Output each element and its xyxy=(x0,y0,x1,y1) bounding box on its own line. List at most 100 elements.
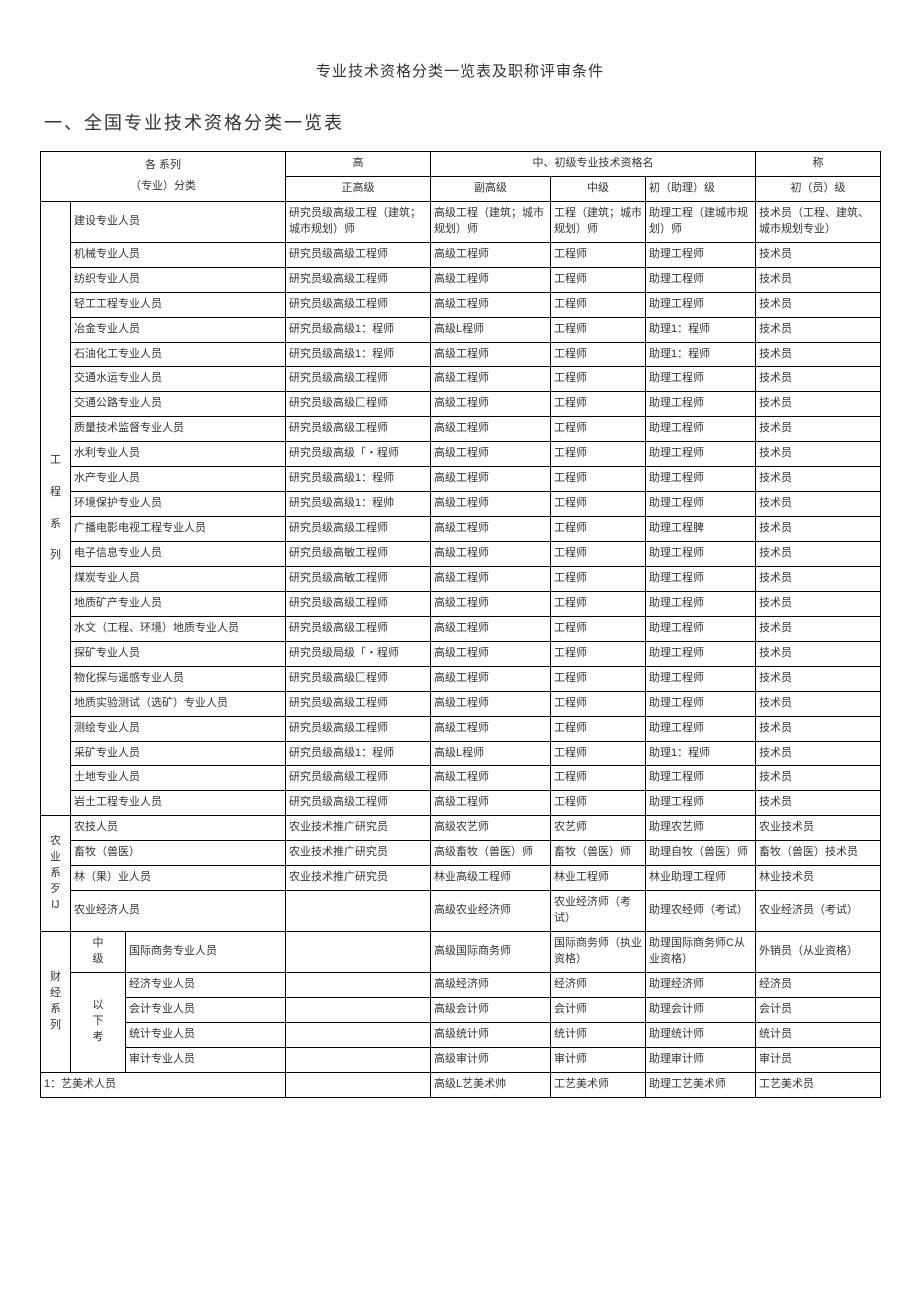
specialty-label: （专业）分类 xyxy=(44,179,282,195)
table-cell: 助理工程师 xyxy=(646,691,756,716)
table-row: 1：艺美术人员高级L艺美术帅工艺美术师助理工艺美术师工艺美术员 xyxy=(41,1072,881,1097)
table-cell: 工程师 xyxy=(551,791,646,816)
table-cell: 技术员 xyxy=(756,791,881,816)
specialty-cell: 林（果）业人员 xyxy=(71,866,286,891)
specialty-cell: 探矿专业人员 xyxy=(71,641,286,666)
table-cell: 高级工程师 xyxy=(431,442,551,467)
table-cell: 工程师 xyxy=(551,766,646,791)
table-cell: 高级工程师 xyxy=(431,666,551,691)
table-row: 物化探与遥感专业人员研究员级高级匚程师高级工程师工程师助理工程师技术员 xyxy=(41,666,881,691)
table-cell: 高级农业经济师 xyxy=(431,891,551,932)
table-header-row-1: 各 系列 （专业）分类 高 中、初级专业技术资格名 称 xyxy=(41,152,881,177)
specialty-cell: 环境保护专业人员 xyxy=(71,492,286,517)
table-cell: 高级审计师 xyxy=(431,1047,551,1072)
table-cell: 助理工程师 xyxy=(646,267,756,292)
table-cell: 工艺美术员 xyxy=(756,1072,881,1097)
table-row: 石油化工专业人员研究员级高级1：程师高级工程师工程师助理1：程师技术员 xyxy=(41,342,881,367)
category-cell-engineering: 工 程 系 列 xyxy=(41,201,71,815)
table-cell: 农业经济员（考试） xyxy=(756,891,881,932)
table-cell: 工程师 xyxy=(551,492,646,517)
table-row: 土地专业人员研究员级高级工程师高级工程师工程师助理工程师技术员 xyxy=(41,766,881,791)
table-cell: 高级工程师 xyxy=(431,641,551,666)
table-cell: 工程师 xyxy=(551,417,646,442)
table-cell: 助理工程师 xyxy=(646,442,756,467)
table-cell: 助理1：程师 xyxy=(646,741,756,766)
col-chuzhuli: 初（助理）级 xyxy=(646,176,756,201)
table-cell: 助理工程师 xyxy=(646,591,756,616)
table-cell: 林业助理工程师 xyxy=(646,866,756,891)
table-row: 测绘专业人员研究员级高级工程师高级工程师工程师助理工程师技术员 xyxy=(41,716,881,741)
table-row: 交通水运专业人员研究员级高级工程师高级工程师工程师助理工程师技术员 xyxy=(41,367,881,392)
table-cell: 工程师 xyxy=(551,342,646,367)
table-cell: 工程师 xyxy=(551,267,646,292)
table-cell: 畜牧（兽医）师 xyxy=(551,841,646,866)
header-group-suffix: 称 xyxy=(756,152,881,177)
table-row: 农 业 系 歹 lJ农技人员农业技术推广研究员高级农艺师农艺师助理农艺师农业技术… xyxy=(41,816,881,841)
table-cell: 高级工程师 xyxy=(431,292,551,317)
table-cell: 技术员（工程、建筑、城市规划专业） xyxy=(756,201,881,242)
specialty-cell: 畜牧（兽医） xyxy=(71,841,286,866)
category-cell-finance: 财 经 系 列 xyxy=(41,932,71,1073)
table-cell: 高级工程师 xyxy=(431,342,551,367)
table-cell: 技术员 xyxy=(756,666,881,691)
table-cell: 技术员 xyxy=(756,566,881,591)
header-series: 各 系列 （专业）分类 xyxy=(41,152,286,202)
table-cell: 工程师 xyxy=(551,716,646,741)
specialty-cell: 地质实验测试（选矿）专业人员 xyxy=(71,691,286,716)
table-cell: 技术员 xyxy=(756,342,881,367)
table-cell: 工程师 xyxy=(551,292,646,317)
table-cell: 助理工程师 xyxy=(646,666,756,691)
specialty-cell: 地质矿产专业人员 xyxy=(71,591,286,616)
specialty-cell: 经济专业人员 xyxy=(126,972,286,997)
table-cell: 研究员级高级工程师 xyxy=(286,591,431,616)
table-cell: 研究员级高级工程师 xyxy=(286,766,431,791)
table-cell: 工程师 xyxy=(551,616,646,641)
specialty-cell: 水利专业人员 xyxy=(71,442,286,467)
table-cell: 技术员 xyxy=(756,367,881,392)
table-cell: 助理工程脾 xyxy=(646,517,756,542)
table-cell: 技术员 xyxy=(756,766,881,791)
specialty-cell: 农业经济人员 xyxy=(71,891,286,932)
table-cell xyxy=(286,1022,431,1047)
table-cell: 研究员级高敏工程师 xyxy=(286,566,431,591)
table-cell: 技术员 xyxy=(756,716,881,741)
table-cell: 高级工程师 xyxy=(431,367,551,392)
table-cell: 助理农艺师 xyxy=(646,816,756,841)
table-cell: 会计员 xyxy=(756,997,881,1022)
table-cell: 研究员级高级匚程师 xyxy=(286,666,431,691)
table-cell: 工程师 xyxy=(551,691,646,716)
table-cell: 高级会计师 xyxy=(431,997,551,1022)
table-row: 纺织专业人员研究员级高级工程师高级工程师工程师助理工程师技术员 xyxy=(41,267,881,292)
table-cell: 研究员级高级工程师 xyxy=(286,517,431,542)
table-cell: 高级农艺师 xyxy=(431,816,551,841)
table-row: 环境保护专业人员研究员级高级1：程帅高级工程师工程师助理工程师技术员 xyxy=(41,492,881,517)
table-row: 工 程 系 列建设专业人员研究员级高级工程（建筑；城市规划）师高级工程（建筑；城… xyxy=(41,201,881,242)
table-row: 岩土工程专业人员研究员级高级工程师高级工程师工程师助理工程师技术员 xyxy=(41,791,881,816)
table-cell: 高级L艺美术帅 xyxy=(431,1072,551,1097)
specialty-cell: 轻工工程专业人员 xyxy=(71,292,286,317)
table-row: 冶金专业人员研究员级高级1：程师高级L程师工程师助理1：程师技术员 xyxy=(41,317,881,342)
table-cell: 高级工程师 xyxy=(431,267,551,292)
table-cell: 助理工程师 xyxy=(646,367,756,392)
table-cell: 高级工程师 xyxy=(431,691,551,716)
table-cell: 高级工程师 xyxy=(431,791,551,816)
table-cell: 技术员 xyxy=(756,542,881,567)
category-cell-agriculture: 农 业 系 歹 lJ xyxy=(41,816,71,932)
table-cell: 林业高级工程师 xyxy=(431,866,551,891)
specialty-cell: 岩土工程专业人员 xyxy=(71,791,286,816)
table-cell: 高级工程师 xyxy=(431,542,551,567)
table-row: 农业经济人员高级农业经济师农业经济师（考试）助理农经师（考试）农业经济员（考试） xyxy=(41,891,881,932)
table-cell: 高级工程师 xyxy=(431,492,551,517)
table-cell: 研究员级高敏工程师 xyxy=(286,542,431,567)
table-row: 畜牧（兽医）农业技术推广研究员高级畜牧（兽医）师畜牧（兽医）师助理自牧（兽医）师… xyxy=(41,841,881,866)
specialty-cell: 统计专业人员 xyxy=(126,1022,286,1047)
specialty-cell: 机械专业人员 xyxy=(71,242,286,267)
series-label: 各 系列 xyxy=(44,158,282,174)
table-cell: 林业技术员 xyxy=(756,866,881,891)
table-cell: 研究员级高级工程师 xyxy=(286,791,431,816)
table-row: 机械专业人员研究员级高级工程师高级工程师工程师助理工程师技术员 xyxy=(41,242,881,267)
table-cell: 技术员 xyxy=(756,292,881,317)
table-row: 质量技术监督专业人员研究员级高级工程师高级工程师工程师助理工程师技术员 xyxy=(41,417,881,442)
table-cell: 工艺美术师 xyxy=(551,1072,646,1097)
table-cell: 助理农经师（考试） xyxy=(646,891,756,932)
